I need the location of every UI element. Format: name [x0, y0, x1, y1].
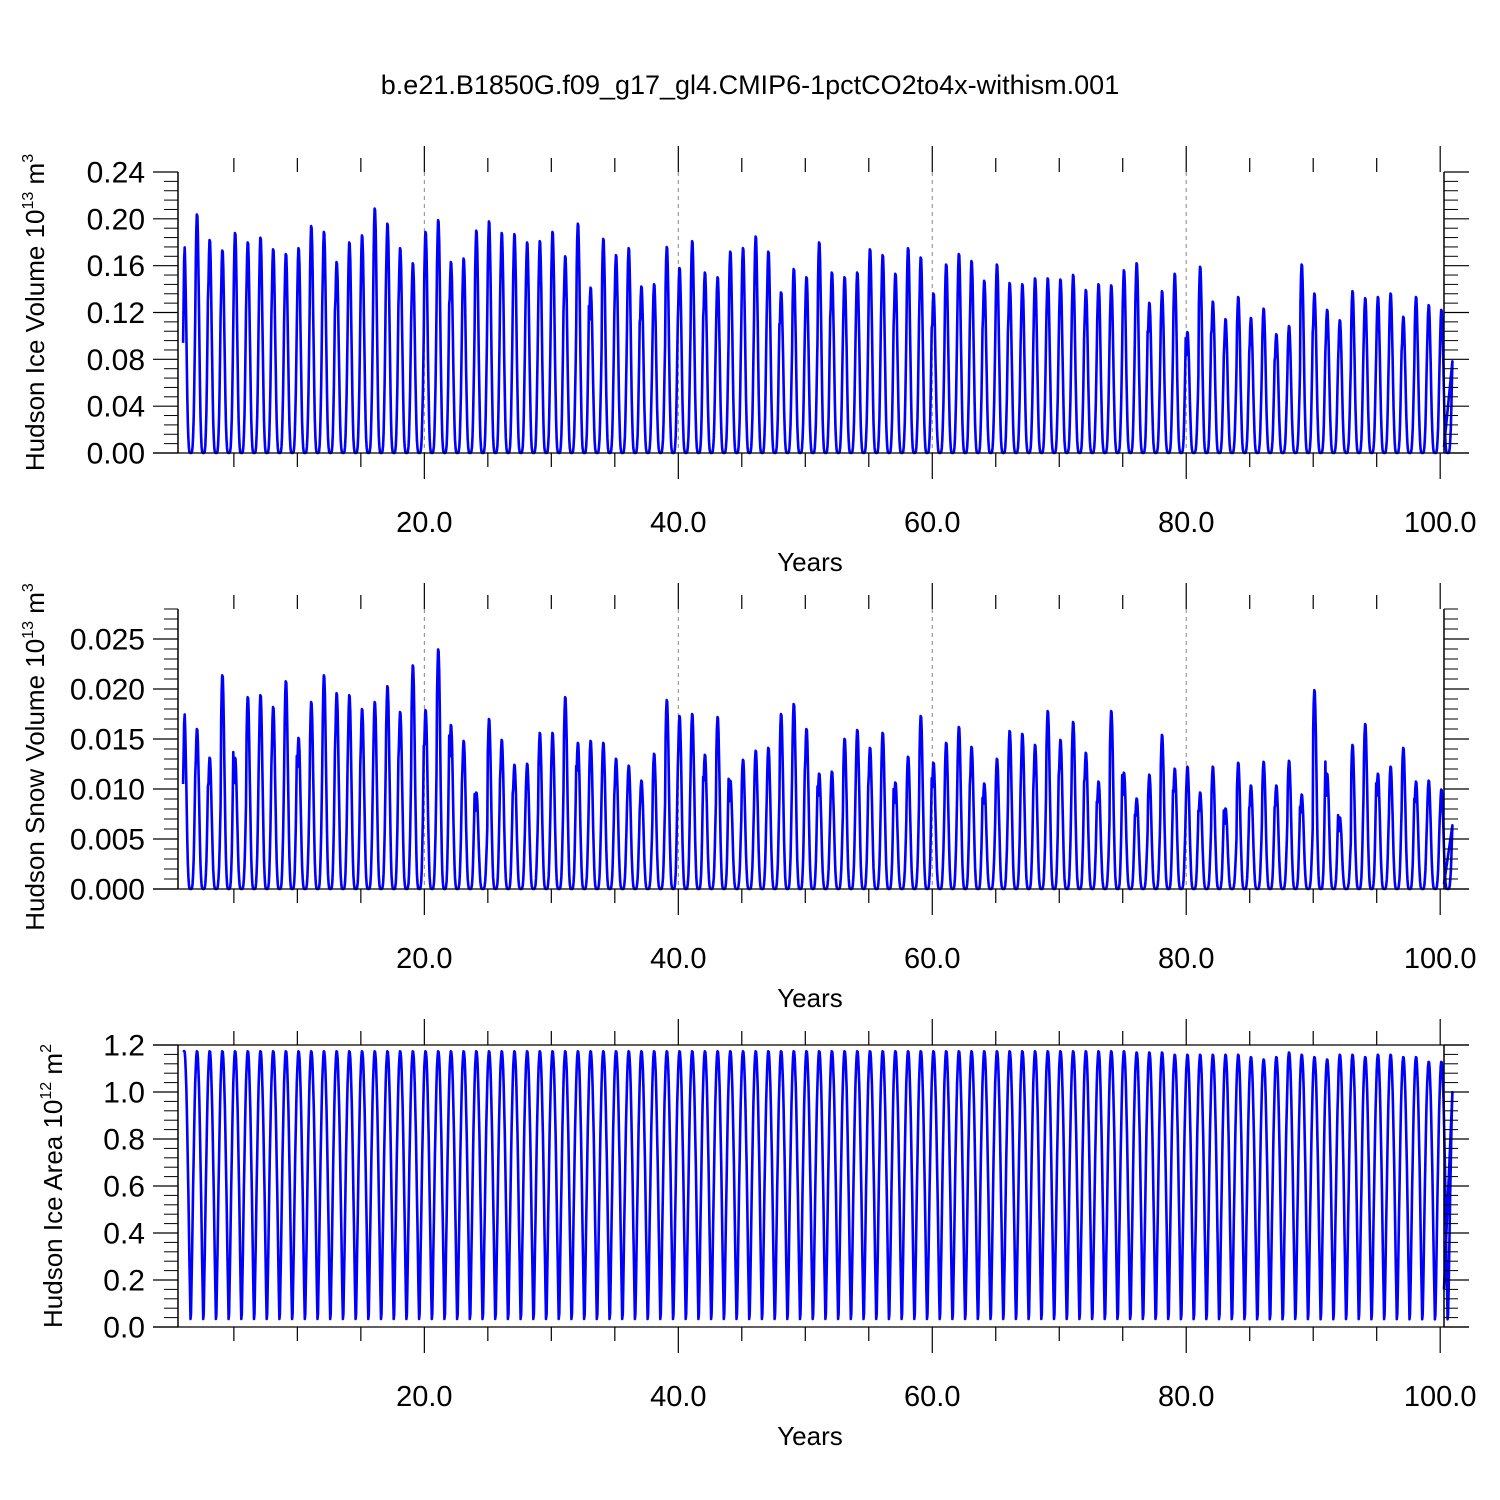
x-tick-label: 60.0 [904, 1381, 960, 1413]
x-tick-label: 40.0 [650, 507, 706, 539]
x-tick-label: 60.0 [904, 507, 960, 539]
x-tick-label: 100.0 [1404, 507, 1477, 539]
y-tick-label: 0.6 [103, 1171, 145, 1204]
y-tick-label: 0.015 [70, 724, 145, 757]
y-tick-label: 0.005 [70, 824, 145, 857]
y-axis-label: Hudson Ice Area 1012 m2 [38, 1044, 68, 1328]
y-label-text: m [20, 163, 50, 192]
y-label-text: Hudson Snow Volume 10 [20, 639, 50, 931]
y-tick-label: 0.000 [70, 874, 145, 907]
y-tick-label: 0.8 [103, 1124, 145, 1157]
data-series-line [181, 207, 1454, 455]
y-tick-label: 0.4 [103, 1218, 145, 1251]
y-tick-label: 0.24 [87, 157, 145, 190]
x-tick-label: 40.0 [650, 1381, 706, 1413]
data-series-line [181, 648, 1454, 891]
y-label-text: Hudson Ice Volume 10 [20, 209, 50, 471]
y-tick-label: 0.025 [70, 624, 145, 657]
x-axis-label: Years [777, 1421, 843, 1451]
y-label-superscript: 12 [38, 1082, 55, 1100]
ice-volume-panel: 0.00 0.04 0.08 0.12 0.16 0.20 0.24 20.0 40.0 60.0… [20, 146, 1476, 577]
y-tick-label: 0.12 [87, 297, 145, 330]
x-tick-label: 80.0 [1158, 1381, 1214, 1413]
y-tick-label: 0.16 [87, 250, 145, 283]
x-axis-label: Years [777, 983, 843, 1013]
y-label-superscript: 3 [20, 583, 37, 592]
y-label-superscript: 2 [38, 1044, 55, 1053]
y-label-text: Hudson Ice Area 10 [38, 1100, 68, 1328]
x-tick-label: 80.0 [1158, 507, 1214, 539]
y-label-text: m [38, 1053, 68, 1082]
data-series-line [182, 1049, 1454, 1321]
x-tick-label: 80.0 [1158, 943, 1214, 975]
y-axis-label: Hudson Snow Volume 1013 m3 [20, 583, 50, 931]
x-tick-label: 60.0 [904, 943, 960, 975]
y-tick-label: 0.010 [70, 774, 145, 807]
x-tick-label: 20.0 [396, 507, 452, 539]
y-tick-label: 0.20 [87, 203, 145, 236]
ice-area-panel: 0.0 0.2 0.4 0.6 0.8 1.0 1.2 20.0 40.0 60.0 80.0 100… [38, 1019, 1476, 1451]
y-tick-label: 0.2 [103, 1265, 145, 1298]
y-tick-label: 0.020 [70, 674, 145, 707]
y-tick-label: 0.00 [87, 438, 145, 471]
y-tick-label: 1.2 [103, 1030, 145, 1063]
y-tick-label: 0.08 [87, 344, 145, 377]
x-axis-label: Years [777, 547, 843, 577]
x-tick-label: 20.0 [396, 1381, 452, 1413]
snow-volume-panel: 0.000 0.005 0.010 0.015 0.020 0.025 20.0 40.0 60… [20, 583, 1476, 1013]
x-tick-label: 100.0 [1404, 943, 1477, 975]
y-label-superscript: 3 [20, 154, 37, 163]
x-tick-label: 20.0 [396, 943, 452, 975]
x-tick-label: 100.0 [1404, 1381, 1477, 1413]
x-tick-label: 40.0 [650, 943, 706, 975]
y-label-superscript: 13 [20, 621, 37, 639]
y-tick-label: 0.0 [103, 1312, 145, 1345]
y-label-superscript: 13 [20, 192, 37, 210]
y-label-text: m [20, 592, 50, 621]
y-tick-label: 1.0 [103, 1077, 145, 1110]
y-tick-label: 0.04 [87, 391, 145, 424]
figure-title: b.e21.B1850G.f09_g17_gl4.CMIP6-1pctCO2to… [380, 70, 1120, 100]
y-axis-label: Hudson Ice Volume 1013 m3 [20, 154, 50, 471]
